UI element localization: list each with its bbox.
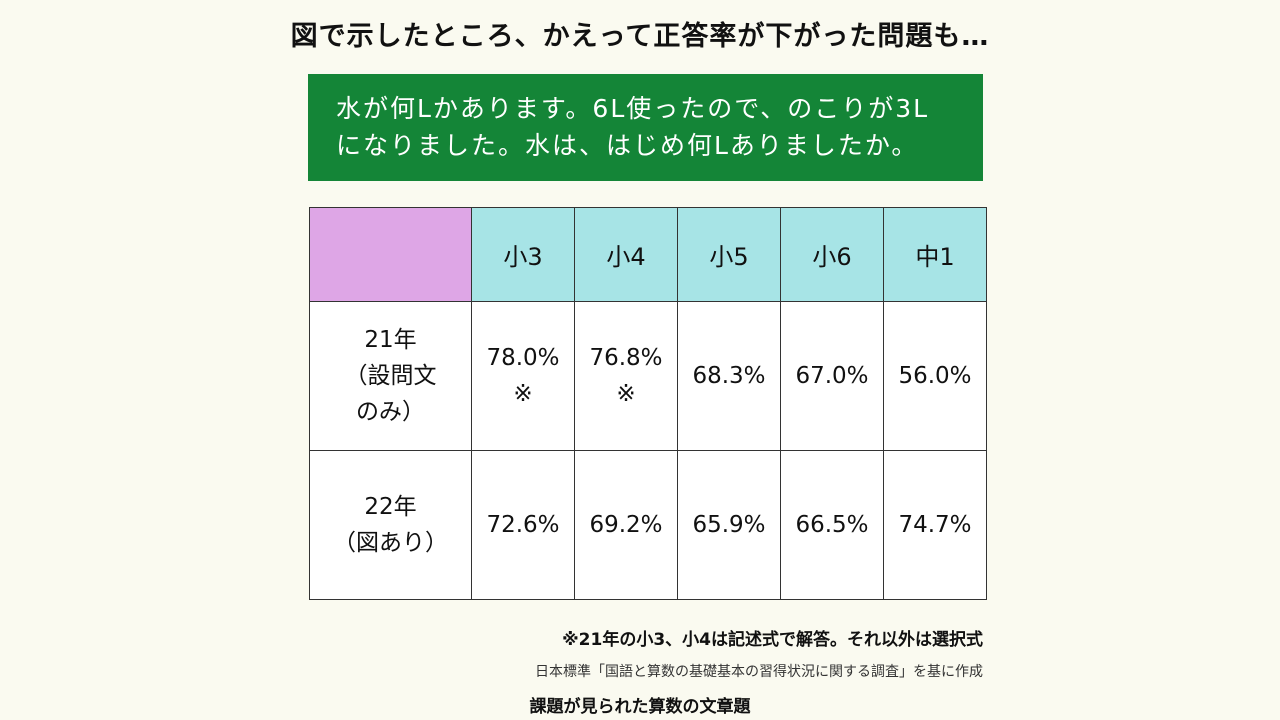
row-label-line: 21年 — [364, 327, 417, 353]
caption: 課題が見られた算数の文章題 — [529, 697, 751, 717]
cell-value: 72.6% — [486, 512, 560, 538]
cell-value: 66.5% — [795, 512, 869, 538]
table-cell: 72.6% — [471, 450, 575, 600]
question-box: 水が何Lかあります。6L使ったので、のこりが3L になりました。水は、はじめ何L… — [308, 74, 983, 181]
results-table: 小3 小4 小5 小6 中1 21年 （設問文 のみ） 78.0% ※ 76.8… — [309, 207, 987, 600]
cell-value: 74.7% — [898, 512, 972, 538]
page-title: 図で示したところ、かえって正答率が下がった問題も… — [290, 21, 990, 52]
table-header-row: 小3 小4 小5 小6 中1 — [309, 207, 987, 302]
table-cell: 68.3% — [677, 301, 781, 451]
row-label-line: のみ） — [356, 399, 425, 425]
table-cell: 67.0% — [780, 301, 884, 451]
table-cell: 69.2% — [574, 450, 678, 600]
table-cell: 65.9% — [677, 450, 781, 600]
column-header: 小5 — [677, 207, 781, 302]
cell-value: 67.0% — [795, 363, 869, 389]
footnote: ※21年の小3、小4は記述式で解答。それ以外は選択式 — [562, 630, 983, 650]
table-row: 21年 （設問文 のみ） 78.0% ※ 76.8% ※ 68.3% 67.0%… — [309, 301, 987, 451]
table-cell: 76.8% ※ — [574, 301, 678, 451]
table-cell: 66.5% — [780, 450, 884, 600]
row-header: 21年 （設問文 のみ） — [309, 301, 472, 451]
table-cell: 74.7% — [883, 450, 987, 600]
column-header: 小3 — [471, 207, 575, 302]
column-header: 中1 — [883, 207, 987, 302]
column-header: 小6 — [780, 207, 884, 302]
question-line-2: になりました。水は、はじめ何Lありましたか。 — [336, 131, 919, 160]
table-corner-cell — [309, 207, 472, 302]
cell-value: 68.3% — [692, 363, 766, 389]
table-row: 22年 （図あり） 72.6% 69.2% 65.9% 66.5% 74.7% — [309, 450, 987, 600]
table-cell: 78.0% ※ — [471, 301, 575, 451]
row-label-line: （図あり） — [333, 530, 448, 556]
column-header: 小4 — [574, 207, 678, 302]
cell-note-mark: ※ — [513, 381, 533, 407]
cell-value: 78.0% — [486, 345, 560, 371]
cell-note-mark: ※ — [616, 381, 636, 407]
table-cell: 56.0% — [883, 301, 987, 451]
cell-value: 65.9% — [692, 512, 766, 538]
cell-value: 69.2% — [589, 512, 663, 538]
cell-value: 76.8% — [589, 345, 663, 371]
row-label-line: （設問文 — [344, 363, 437, 389]
source-credit: 日本標準「国語と算数の基礎基本の習得状況に関する調査」を基に作成 — [535, 664, 983, 680]
question-line-1: 水が何Lかあります。6L使ったので、のこりが3L — [336, 94, 930, 123]
cell-value: 56.0% — [898, 363, 972, 389]
row-label-line: 22年 — [364, 494, 417, 520]
row-header: 22年 （図あり） — [309, 450, 472, 600]
